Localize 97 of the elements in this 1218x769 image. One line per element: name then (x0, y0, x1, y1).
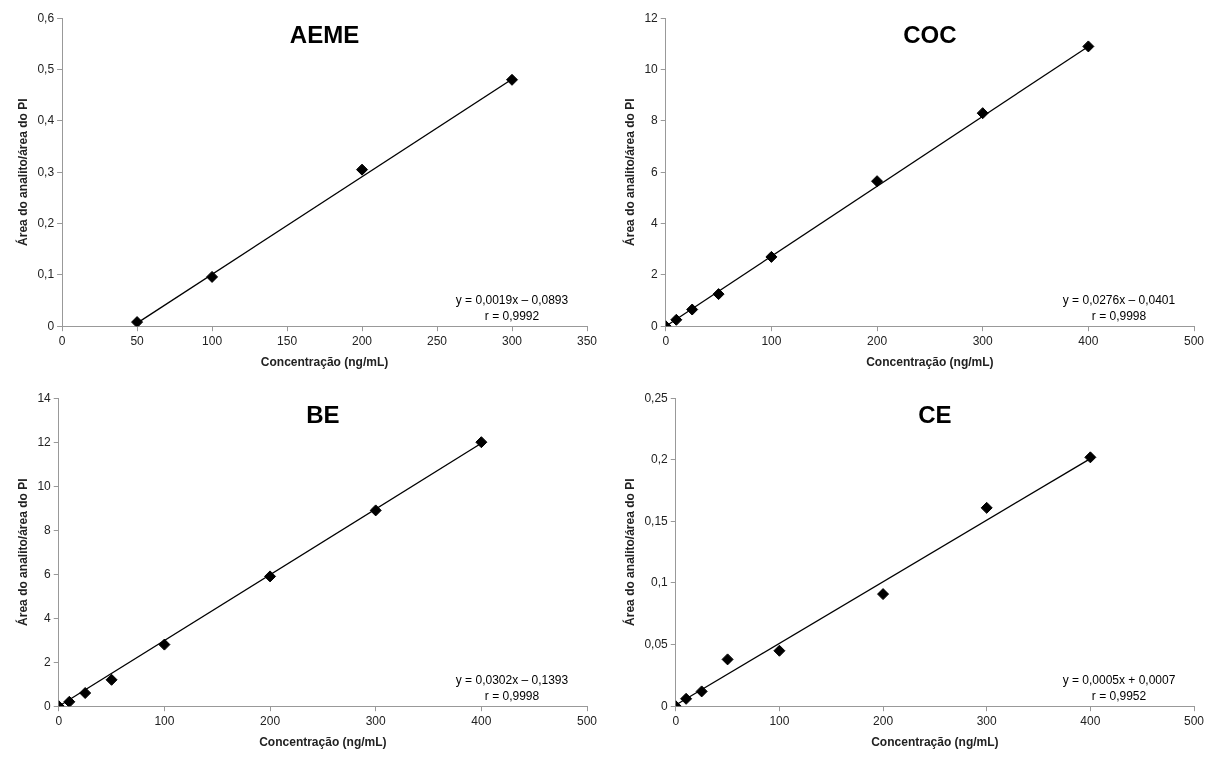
point (765, 250, 778, 263)
x-tick-label: 200 (352, 333, 373, 348)
point (980, 501, 993, 514)
x-tick-label: 400 (1080, 713, 1101, 728)
x-tick-label: 100 (202, 333, 223, 348)
point (506, 73, 519, 86)
x-tick-label: 200 (873, 713, 894, 728)
point (877, 588, 890, 601)
y-tick-label: 6 (651, 164, 659, 179)
y-axis-title: Área do analito/área do PI (621, 478, 637, 626)
x-tick-label: 150 (277, 333, 298, 348)
y-tick-label: 0,4 (37, 113, 55, 128)
y-tick-label: 12 (37, 434, 52, 449)
x-tick-label: 0 (58, 333, 66, 348)
y-tick-label: 10 (644, 61, 659, 76)
x-tick-label: 350 (576, 333, 598, 348)
annotation: r = 0,9998 (484, 688, 540, 703)
y-tick-label: 0,1 (37, 267, 55, 282)
y-tick-label: 0,5 (37, 61, 55, 76)
point (712, 288, 725, 301)
y-tick-label: 0,1 (651, 575, 669, 590)
point (1084, 451, 1097, 464)
x-tick-label: 300 (502, 333, 523, 348)
point (773, 644, 786, 657)
point (721, 653, 734, 666)
y-tick-label: 0 (47, 318, 55, 333)
chart-title: AEME (289, 20, 360, 48)
annotation: y = 0,0005x + 0,0007 (1062, 672, 1176, 687)
annotation: y = 0,0019x – 0,0893 (455, 292, 569, 307)
x-tick-label: 500 (576, 713, 598, 728)
x-tick-label: 0 (672, 713, 680, 728)
point (79, 687, 92, 699)
point (356, 163, 369, 176)
y-tick-label: 4 (651, 215, 659, 230)
point (1082, 40, 1095, 53)
x-tick-label: 500 (1183, 333, 1205, 348)
point (976, 107, 989, 120)
x-tick-label: 500 (1183, 713, 1205, 728)
x-tick-label: 200 (867, 333, 888, 348)
x-axis-title: Concentração (ng/mL) (871, 735, 999, 750)
y-tick-label: 0,15 (644, 513, 669, 528)
y-tick-label: 0 (661, 698, 669, 713)
point (264, 570, 277, 583)
y-tick-label: 0,25 (644, 390, 669, 405)
y-axis-title: Área do analito/área do PI (621, 98, 637, 246)
y-tick-label: 10 (37, 478, 52, 493)
point (63, 695, 76, 707)
point (871, 175, 884, 188)
point (695, 685, 708, 698)
y-tick-label: 2 (651, 267, 659, 282)
y-axis-title: Área do analito/área do PI (14, 98, 30, 246)
point (158, 638, 171, 651)
x-axis-title: Concentração (ng/mL) (260, 355, 389, 370)
y-tick-label: 0 (44, 698, 52, 713)
y-axis-title: Área do analito/área do PI (14, 478, 30, 626)
annotation: y = 0,0276x – 0,0401 (1062, 292, 1176, 307)
y-tick-label: 4 (44, 610, 52, 625)
x-tick-label: 100 (154, 713, 175, 728)
chart-title: BE (306, 400, 340, 428)
y-tick-label: 12 (644, 10, 659, 25)
point (670, 313, 683, 326)
x-axis-title: Concentração (ng/mL) (866, 355, 994, 370)
point (131, 316, 144, 327)
x-tick-label: 100 (769, 713, 790, 728)
point (369, 504, 382, 517)
y-tick-label: 8 (44, 522, 52, 537)
y-tick-label: 8 (651, 113, 659, 128)
point (686, 303, 699, 316)
x-tick-label: 300 (972, 333, 994, 348)
y-tick-label: 0,2 (651, 452, 669, 467)
x-tick-label: 50 (130, 333, 145, 348)
x-tick-label: 400 (1078, 333, 1099, 348)
chart-title: CE (918, 400, 952, 428)
point (105, 673, 118, 686)
point (475, 436, 488, 449)
annotation: r = 0,9992 (484, 308, 540, 323)
point (680, 692, 693, 705)
y-tick-label: 6 (44, 566, 52, 581)
chart-title: COC (903, 20, 957, 48)
x-axis-title: Concentração (ng/mL) (259, 735, 387, 750)
annotation: y = 0,0302x – 0,1393 (455, 672, 569, 687)
point (206, 270, 219, 283)
x-tick-label: 250 (427, 333, 448, 348)
x-tick-label: 100 (761, 333, 782, 348)
y-tick-label: 0,05 (644, 636, 669, 651)
x-tick-label: 400 (471, 713, 492, 728)
y-tick-label: 14 (37, 390, 52, 405)
y-tick-label: 0 (651, 318, 659, 333)
y-tick-label: 0,3 (37, 164, 55, 179)
x-tick-label: 200 (260, 713, 281, 728)
y-tick-label: 0,6 (37, 10, 55, 25)
y-tick-label: 2 (44, 654, 52, 669)
annotation: r = 0,9952 (1091, 688, 1147, 703)
y-tick-label: 0,2 (37, 215, 55, 230)
x-tick-label: 300 (976, 713, 998, 728)
x-tick-label: 300 (365, 713, 387, 728)
annotation: r = 0,9998 (1091, 308, 1147, 323)
